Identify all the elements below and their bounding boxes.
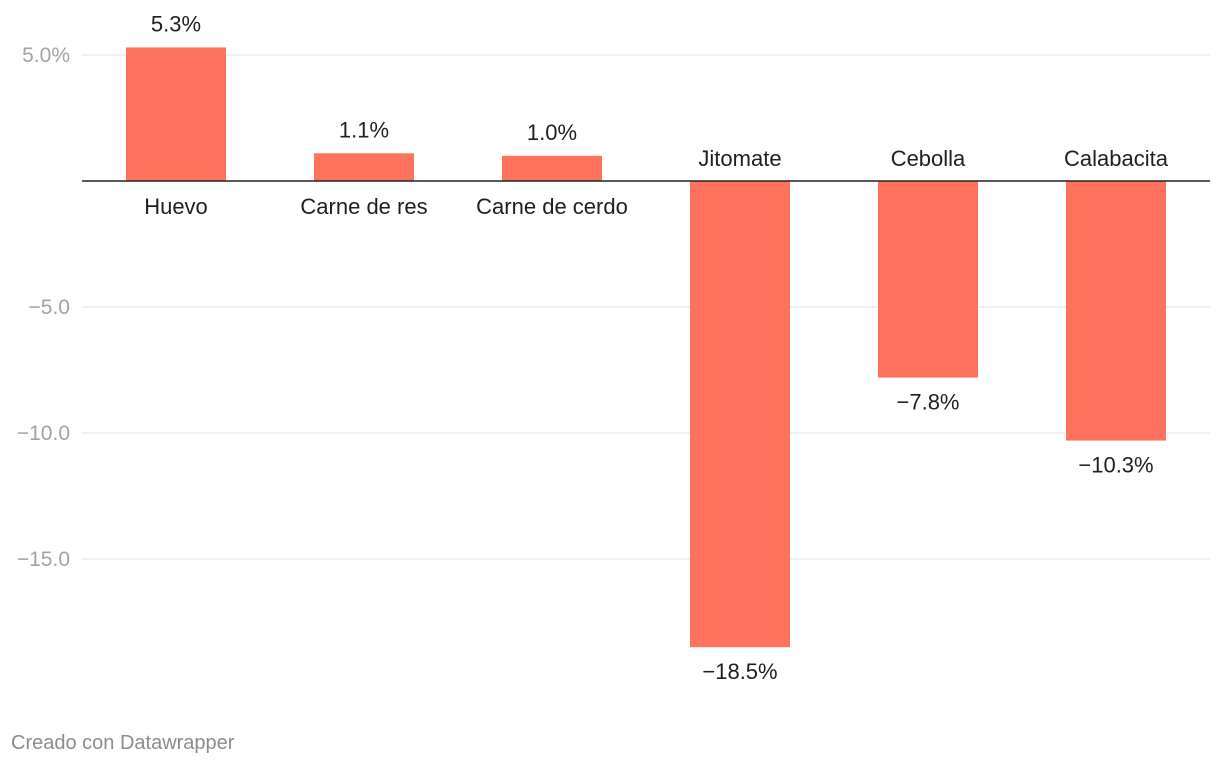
category-label: Cebolla <box>891 146 966 171</box>
y-tick-label: −15.0 <box>17 548 70 571</box>
labels: 5.0% −5.0 −10.0 −15.0 Huevo 5.3% Carne de res 1… <box>17 11 1169 684</box>
category-label: Jitomate <box>698 146 781 171</box>
bar <box>690 181 790 648</box>
value-label: −10.3% <box>1078 453 1153 478</box>
value-label: −7.8% <box>897 390 960 415</box>
y-tick-label: −10.0 <box>17 422 70 445</box>
value-label: 1.0% <box>527 120 577 145</box>
bar <box>314 153 414 181</box>
grid-lines <box>82 54 1210 560</box>
bar <box>126 47 226 181</box>
y-tick-label: −5.0 <box>29 296 70 319</box>
category-label: Carne de res <box>300 194 427 219</box>
value-label: −18.5% <box>702 659 777 684</box>
credit-text: Creado con Datawrapper <box>11 732 235 754</box>
category-label: Carne de cerdo <box>476 194 628 219</box>
bar <box>878 181 978 378</box>
y-tick-label: 5.0% <box>22 44 70 67</box>
bar <box>502 155 602 181</box>
value-label: 1.1% <box>339 117 389 142</box>
bars <box>126 47 1166 648</box>
value-label: 5.3% <box>151 11 201 36</box>
category-label: Calabacita <box>1064 146 1169 171</box>
category-label: Huevo <box>144 194 208 219</box>
bar <box>1066 181 1166 441</box>
